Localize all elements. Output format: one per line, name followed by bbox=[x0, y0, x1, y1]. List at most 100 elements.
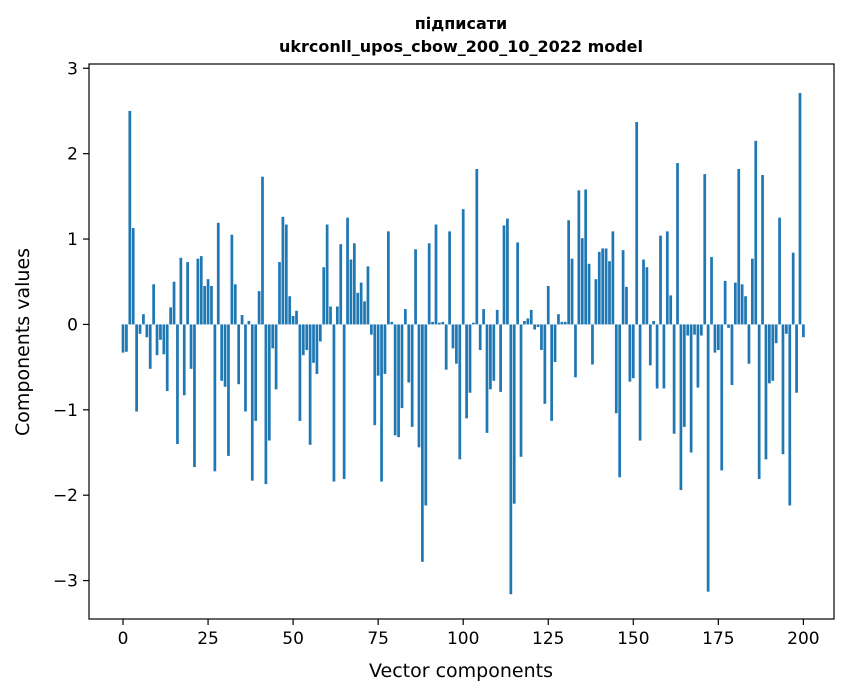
bar-89 bbox=[424, 324, 428, 506]
bar-131 bbox=[567, 220, 571, 325]
bar-21 bbox=[193, 324, 196, 468]
bar-68 bbox=[352, 243, 356, 325]
bar-173 bbox=[710, 256, 713, 325]
bar-137 bbox=[587, 263, 591, 325]
bar-135 bbox=[580, 238, 584, 325]
bar-107 bbox=[485, 324, 489, 433]
bar-112 bbox=[502, 225, 506, 325]
bar-42 bbox=[264, 324, 268, 485]
bar-133 bbox=[574, 324, 577, 378]
x-tick-label: 200 bbox=[787, 629, 819, 649]
bar-41 bbox=[261, 176, 264, 325]
bar-24 bbox=[203, 286, 207, 325]
bar-127 bbox=[553, 324, 557, 362]
bar-2 bbox=[128, 110, 132, 325]
bar-185 bbox=[751, 258, 754, 325]
bar-148 bbox=[625, 286, 628, 325]
y-tick-label: −2 bbox=[53, 486, 78, 506]
bar-46 bbox=[278, 262, 281, 325]
bar-196 bbox=[788, 324, 792, 506]
bar-146 bbox=[618, 324, 622, 478]
bar-10 bbox=[155, 324, 159, 356]
bar-190 bbox=[768, 324, 771, 384]
bar-66 bbox=[346, 217, 349, 325]
bar-22 bbox=[196, 258, 200, 325]
bar-9 bbox=[152, 284, 155, 325]
bar-23 bbox=[199, 256, 203, 325]
bar-70 bbox=[359, 282, 363, 325]
bar-69 bbox=[356, 292, 360, 325]
bar-43 bbox=[267, 324, 271, 441]
x-tick-label: 125 bbox=[532, 629, 564, 649]
bar-79 bbox=[390, 321, 394, 325]
bar-126 bbox=[550, 324, 554, 421]
bar-102 bbox=[468, 324, 472, 393]
bar-159 bbox=[662, 324, 666, 389]
bar-35 bbox=[240, 315, 244, 325]
bar-86 bbox=[414, 249, 417, 325]
bar-51 bbox=[295, 310, 298, 325]
bar-73 bbox=[369, 324, 373, 335]
bar-34 bbox=[237, 324, 241, 385]
bar-174 bbox=[713, 324, 717, 353]
bar-11 bbox=[159, 324, 162, 340]
chart-title-line-2: ukrconll_upos_cbow_200_10_2022 model bbox=[279, 37, 643, 56]
bar-99 bbox=[458, 324, 462, 460]
bar-4 bbox=[135, 324, 138, 412]
x-tick-label: 0 bbox=[118, 629, 129, 649]
bar-108 bbox=[489, 324, 492, 390]
bar-171 bbox=[703, 174, 707, 325]
bar-117 bbox=[519, 324, 523, 457]
bar-125 bbox=[546, 286, 550, 325]
plot-frame bbox=[88, 63, 835, 620]
bar-123 bbox=[540, 324, 543, 351]
y-tick-label: 0 bbox=[67, 315, 78, 335]
bar-25 bbox=[206, 279, 210, 325]
bar-113 bbox=[506, 218, 509, 325]
bar-18 bbox=[182, 324, 186, 396]
y-tick-label: −3 bbox=[53, 572, 78, 592]
bar-31 bbox=[227, 324, 230, 456]
bar-87 bbox=[417, 324, 421, 448]
bar-177 bbox=[723, 280, 727, 325]
bar-111 bbox=[499, 324, 502, 392]
bar-188 bbox=[761, 175, 764, 325]
bar-56 bbox=[312, 324, 315, 363]
bar-95 bbox=[444, 324, 448, 370]
bar-100 bbox=[461, 209, 465, 325]
bar-142 bbox=[604, 248, 608, 325]
bar-200 bbox=[802, 324, 805, 338]
bar-172 bbox=[706, 324, 710, 592]
bar-55 bbox=[308, 324, 312, 445]
bar-175 bbox=[716, 324, 720, 351]
bar-14 bbox=[169, 307, 172, 325]
bar-16 bbox=[176, 324, 179, 444]
bar-144 bbox=[611, 231, 615, 325]
bar-124 bbox=[543, 324, 547, 404]
bar-88 bbox=[421, 324, 424, 562]
bar-92 bbox=[434, 224, 438, 325]
bar-98 bbox=[455, 324, 458, 364]
bar-138 bbox=[591, 324, 594, 365]
bar-179 bbox=[730, 324, 734, 386]
bar-139 bbox=[594, 279, 598, 325]
bar-152 bbox=[638, 324, 642, 441]
bar-74 bbox=[373, 324, 377, 426]
bar-104 bbox=[475, 169, 479, 325]
bar-120 bbox=[529, 309, 533, 325]
bar-149 bbox=[628, 324, 632, 382]
bar-20 bbox=[189, 324, 193, 369]
bar-115 bbox=[512, 324, 516, 504]
bar-83 bbox=[404, 309, 407, 325]
bar-40 bbox=[257, 291, 261, 325]
bar-167 bbox=[689, 324, 693, 453]
bar-170 bbox=[699, 324, 703, 336]
bar-118 bbox=[523, 321, 526, 325]
bar-37 bbox=[247, 321, 251, 325]
bar-164 bbox=[679, 324, 683, 491]
bar-61 bbox=[329, 306, 332, 325]
x-tick-label: 75 bbox=[367, 629, 389, 649]
bar-194 bbox=[781, 324, 785, 455]
bar-129 bbox=[560, 321, 564, 325]
